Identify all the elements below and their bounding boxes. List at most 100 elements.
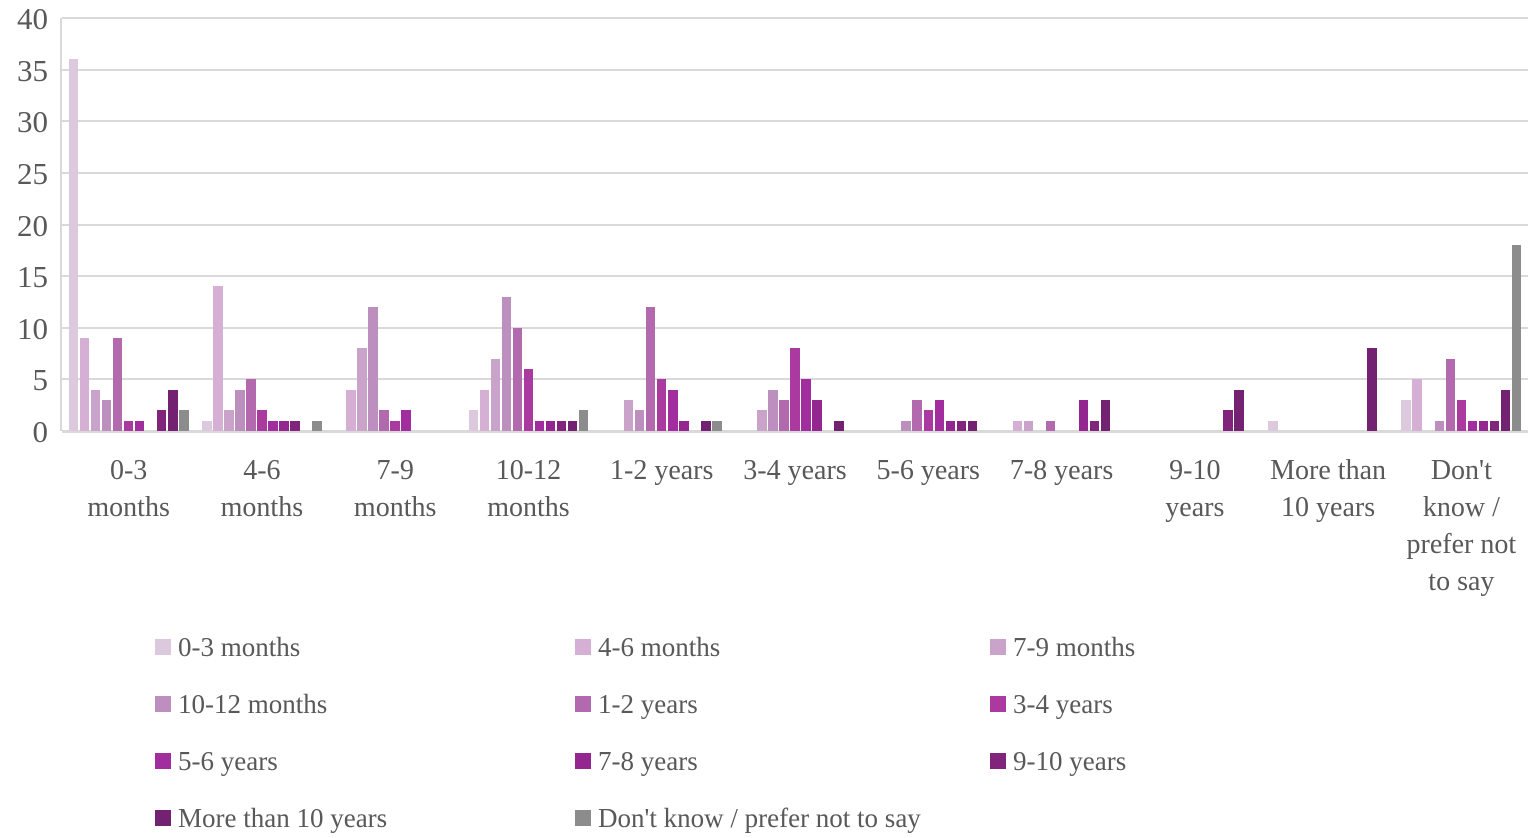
y-axis-tick-label: 40 <box>17 1 48 36</box>
bar <box>912 400 922 431</box>
bar <box>279 420 289 431</box>
bar <box>268 420 278 431</box>
gridline <box>62 275 1528 278</box>
bar <box>490 358 501 431</box>
bar <box>512 327 523 431</box>
bar <box>634 410 645 431</box>
legend-label: 5-6 years <box>178 746 278 776</box>
legend-swatch <box>575 753 591 769</box>
legend-item: More than 10 years <box>155 803 575 838</box>
bar <box>1078 400 1089 431</box>
bar <box>1434 420 1445 431</box>
bar <box>1045 420 1056 431</box>
bar <box>1511 245 1522 431</box>
legend-label: 10-12 months <box>178 689 328 719</box>
bar <box>967 420 978 431</box>
y-axis-tick-label: 20 <box>17 207 48 243</box>
bar <box>812 400 822 431</box>
bar <box>901 420 911 431</box>
bar <box>390 420 400 431</box>
bar <box>1367 348 1377 431</box>
bar <box>1500 389 1511 431</box>
y-axis-tick-label: 35 <box>17 52 48 88</box>
legend-swatch <box>990 639 1006 655</box>
bar <box>1100 400 1111 431</box>
bar <box>312 420 322 431</box>
bar <box>556 420 567 431</box>
legend-item: 7-9 months <box>990 632 1515 689</box>
bar <box>656 379 667 431</box>
bar <box>168 389 178 431</box>
y-axis-tick-label: 15 <box>17 259 48 295</box>
bar <box>224 410 234 431</box>
bar <box>768 389 778 431</box>
bar <box>623 400 634 431</box>
bar <box>1012 420 1023 431</box>
x-axis-line <box>62 430 1528 433</box>
bar <box>801 379 811 431</box>
legend-item: Don't know / prefer not to say <box>575 803 990 838</box>
y-axis-tick-label: 5 <box>32 362 49 398</box>
bar <box>790 348 800 431</box>
gridline <box>62 120 1528 123</box>
gridline <box>62 171 1528 174</box>
legend-item: 10-12 months <box>155 689 575 746</box>
legend-item: 7-8 years <box>575 746 990 803</box>
category-label: 7-8 years <box>1009 455 1114 486</box>
legend-label: More than 10 years <box>178 803 388 833</box>
bar <box>90 389 101 431</box>
legend-swatch <box>155 639 171 655</box>
legend-label: 3-4 years <box>1013 689 1113 719</box>
bar <box>1445 358 1456 431</box>
category-label: 7-9 months <box>353 455 437 523</box>
bar <box>101 400 112 431</box>
gridline <box>62 326 1528 329</box>
legend-label: 1-2 years <box>598 689 698 719</box>
legend-item: 1-2 years <box>575 689 990 746</box>
bar <box>401 410 411 431</box>
bar <box>501 296 512 431</box>
legend-swatch <box>155 810 171 826</box>
category-label: 4-6 months <box>220 455 304 523</box>
bar <box>246 379 256 431</box>
bar <box>1489 420 1500 431</box>
bar <box>1234 389 1244 431</box>
bar <box>668 389 678 431</box>
legend-label: 7-9 months <box>1013 632 1136 662</box>
bar <box>202 420 212 431</box>
bar <box>290 420 300 431</box>
chart-legend: 0-3 months 4-6 months 7-9 months 10-12 mont… <box>155 632 1515 838</box>
bar <box>357 348 367 431</box>
bar <box>1223 410 1233 431</box>
bar <box>834 420 844 431</box>
category-label: Don't know / prefer not to say <box>1406 455 1517 597</box>
legend-item: 4-6 months <box>575 632 990 689</box>
bar <box>368 307 378 431</box>
bar <box>235 389 245 431</box>
bar <box>1089 420 1100 431</box>
bar <box>578 410 589 431</box>
legend-label: 4-6 months <box>598 632 721 662</box>
bar <box>379 410 389 431</box>
bar <box>523 369 534 431</box>
legend-label: 7-8 years <box>598 746 698 776</box>
y-axis-tick-label: 30 <box>17 104 48 140</box>
bar <box>179 410 189 431</box>
bar <box>79 338 90 431</box>
bar <box>567 420 578 431</box>
gridline <box>62 223 1528 226</box>
legend-swatch <box>575 696 591 712</box>
bar <box>213 286 223 431</box>
bar <box>1478 420 1489 431</box>
category-label: 5-6 years <box>876 455 980 486</box>
legend-item: 3-4 years <box>990 689 1515 746</box>
bar <box>945 420 956 431</box>
category-label: More than 10 years <box>1270 455 1387 523</box>
bar <box>1467 420 1478 431</box>
bar <box>156 410 167 431</box>
legend-label: 0-3 months <box>178 632 301 662</box>
category-label: 0-3 months <box>87 455 170 523</box>
bar <box>679 420 689 431</box>
gridline <box>62 17 1528 19</box>
